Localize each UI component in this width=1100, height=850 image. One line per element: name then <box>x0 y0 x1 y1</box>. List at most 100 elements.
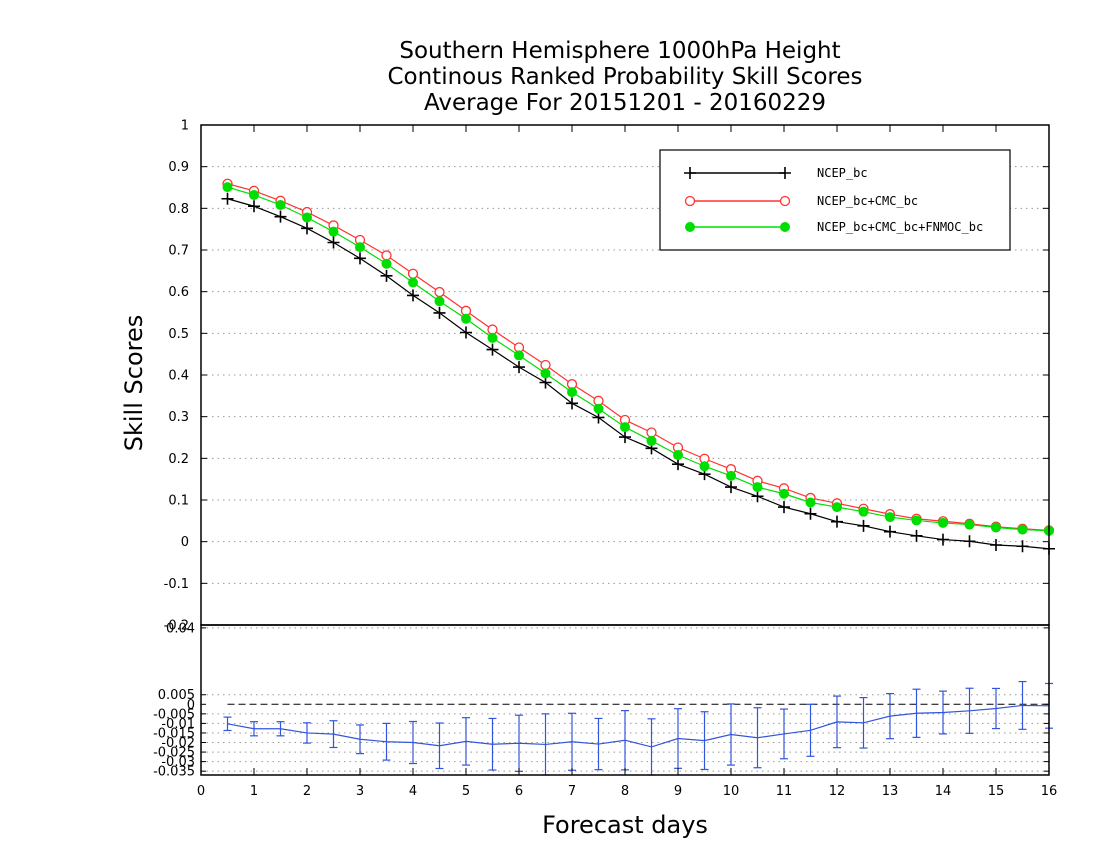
series-1-point <box>433 306 446 319</box>
series-1-point <box>963 535 976 548</box>
series-1-point <box>831 515 843 528</box>
series-3-point <box>938 517 948 528</box>
main-y-tick-label: 1 <box>181 119 189 134</box>
series-2-point <box>487 324 498 335</box>
x-tick-label: 15 <box>988 784 1005 799</box>
series-2-point <box>434 286 445 298</box>
difference-panel-series <box>223 680 1053 776</box>
legend-marker-2 <box>684 195 696 207</box>
series-3-point <box>275 200 286 210</box>
diff-y-tick-label: -0.025 <box>153 746 195 761</box>
difference-panel-y-ticks: 0.040.0050-0.005-0.01-0.015-0.02-0.025-0… <box>153 621 1049 780</box>
diff-y-tick-label: 0 <box>187 698 195 713</box>
series-3-point <box>514 350 524 361</box>
y-axis-title: Skill Scores <box>120 315 148 452</box>
series-3-point <box>249 190 259 200</box>
x-tick-label: 0 <box>197 784 205 799</box>
x-tick-label: 12 <box>829 784 846 799</box>
x-tick-label: 16 <box>1041 784 1058 799</box>
main-y-tick-label: 0.3 <box>168 410 189 425</box>
series-3-point <box>858 506 869 517</box>
series-1-point <box>380 269 393 282</box>
series-3-point <box>805 497 816 508</box>
chart-title-line-3: Average For 20151201 - 20160229 <box>424 90 826 116</box>
series-1-point <box>354 252 366 265</box>
x-tick-label: 8 <box>621 784 629 799</box>
diff-y-tick-label: -0.01 <box>161 717 195 732</box>
series-1-point <box>725 481 737 494</box>
series-3-point <box>1017 524 1028 535</box>
series-3-point <box>673 450 683 460</box>
x-tick-label: 10 <box>723 784 740 799</box>
x-tick-label: 6 <box>515 784 523 799</box>
series-3-point <box>885 512 895 523</box>
x-tick-label: 1 <box>250 784 258 799</box>
series-3-point <box>487 332 498 343</box>
series-line-1 <box>227 198 1050 550</box>
series-3-point <box>222 182 233 193</box>
series-1-point <box>672 458 684 471</box>
series-3-point <box>328 226 339 237</box>
main-y-tick-label: 0.7 <box>168 244 189 259</box>
legend-marker-2 <box>779 195 791 207</box>
series-3-point <box>381 258 392 269</box>
series-3-point <box>964 519 975 530</box>
diff-y-tick-label: -0.015 <box>153 726 195 741</box>
series-1-point <box>884 525 896 538</box>
series-1-point <box>486 343 499 356</box>
legend-label-3: NCEP_bc+CMC_bc+FNMOC_bc <box>817 220 983 234</box>
series-3-point <box>752 482 763 493</box>
chart-title-line-1: Southern Hemisphere 1000hPa Height <box>399 38 840 64</box>
main-y-tick-label: 0.1 <box>168 494 189 509</box>
series-2-point <box>381 250 392 261</box>
legend-marker-1 <box>684 167 696 179</box>
series-1-point <box>407 289 419 302</box>
series-3-point <box>911 515 922 526</box>
series-1-point <box>248 200 260 213</box>
diff-y-tick-label: 0.04 <box>166 621 195 636</box>
series-3-point <box>726 470 736 481</box>
x-axis-title: Forecast days <box>542 811 708 839</box>
chart-title-line-2: Continous Ranked Probability Skill Score… <box>387 64 862 90</box>
series-1-point <box>910 529 923 542</box>
series-3-point <box>355 242 365 253</box>
x-tick-label: 7 <box>568 784 576 799</box>
main-y-tick-label: -0.1 <box>164 577 189 592</box>
series-1-point <box>566 397 578 410</box>
diff-y-tick-label: -0.005 <box>153 707 195 722</box>
series-1-point <box>804 507 817 520</box>
diff-y-tick-label: 0.005 <box>158 688 195 703</box>
diff-y-tick-label: -0.02 <box>161 736 195 751</box>
series-2-point <box>407 268 419 279</box>
series-3-point <box>991 522 1001 533</box>
series-3-point <box>646 435 657 446</box>
series-1-point <box>221 192 234 205</box>
legend-marker-3 <box>780 222 790 232</box>
series-3-point <box>567 387 577 398</box>
series-3-point <box>540 368 551 379</box>
x-tick-label: 3 <box>356 784 364 799</box>
series-3-point <box>461 313 471 324</box>
series-3-point <box>408 277 418 288</box>
series-1-point <box>460 326 472 339</box>
series-1-point <box>301 222 313 235</box>
series-3-point <box>434 296 445 307</box>
x-tick-label: 11 <box>776 784 793 799</box>
series-2-point <box>646 427 657 438</box>
x-tick-label: 13 <box>882 784 899 799</box>
main-y-tick-label: 0.8 <box>168 202 189 217</box>
series-1-point <box>990 539 1002 551</box>
legend-marker-1 <box>779 167 791 179</box>
main-y-tick-label: 0.4 <box>168 369 189 384</box>
main-y-tick-label: -0.2 <box>164 619 189 634</box>
diff-y-tick-label: -0.03 <box>161 755 195 770</box>
difference-line <box>227 704 1050 748</box>
series-1-point <box>1016 540 1029 553</box>
main-panel-y-ticks: 1 0.9 0.8 0.7 0.6 0.5 0.4 0.3 0.2 0.1 0 -0.1 -0.2 <box>164 119 1049 634</box>
series-3-point <box>699 461 710 472</box>
x-tick-label: 9 <box>674 784 682 799</box>
x-tick-label: 2 <box>303 784 311 799</box>
series-3-point <box>620 422 630 433</box>
x-tick-label: 4 <box>409 784 417 799</box>
